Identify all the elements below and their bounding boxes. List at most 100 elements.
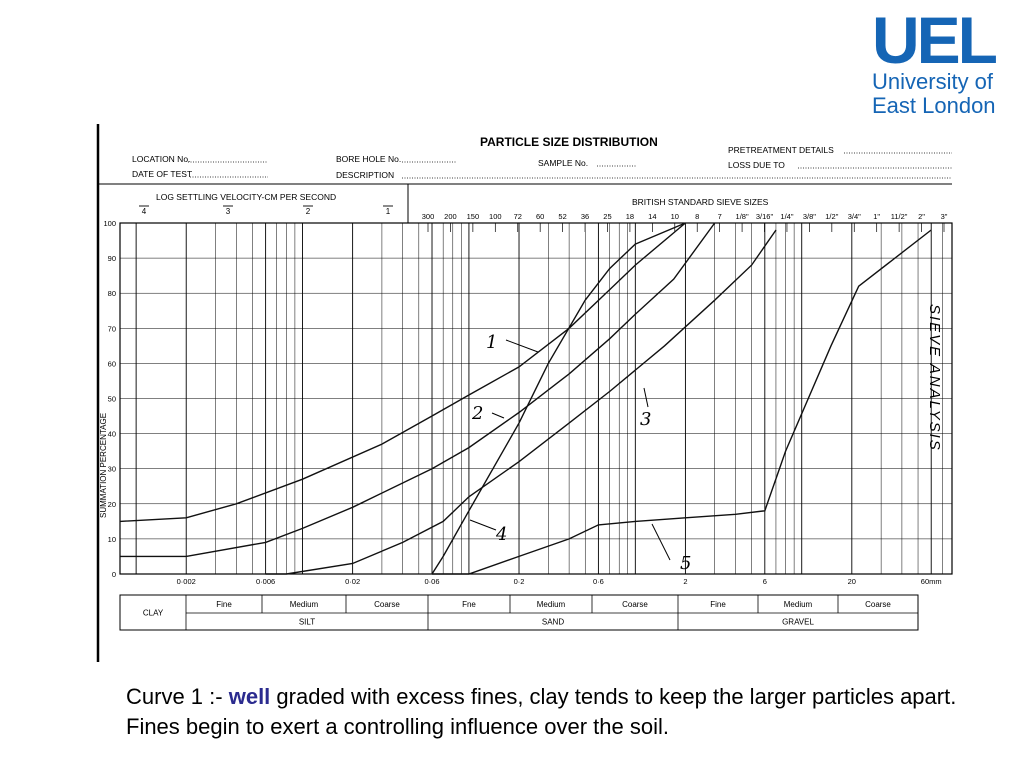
log-velocity-tick-label: 4 bbox=[142, 207, 147, 216]
sieve-size-label: 1/2" bbox=[825, 212, 838, 221]
x-tick-label: 0·006 bbox=[256, 577, 275, 586]
location-label: LOCATION No. bbox=[132, 154, 190, 164]
grading-curve-1 bbox=[119, 222, 686, 523]
annotation-label-4: 4 bbox=[495, 524, 507, 545]
sieve-size-label: 60 bbox=[536, 212, 544, 221]
log-velocity-ticks: 4 3 2 1 bbox=[139, 205, 393, 216]
form-title: PARTICLE SIZE DISTRIBUTION bbox=[480, 135, 658, 149]
classification-group: GRAVEL bbox=[782, 618, 814, 627]
sieve-size-label: 11/2" bbox=[891, 212, 908, 221]
sieve-size-label: 150 bbox=[467, 212, 480, 221]
x-tick-label: 0·02 bbox=[345, 577, 360, 586]
y-axis-label: SUMMATION PERCENTAGE bbox=[99, 413, 108, 518]
uel-logo: UEL University of East London bbox=[872, 3, 1017, 118]
caption: Curve 1 :- well graded with excess fines… bbox=[126, 682, 986, 742]
grading-curve-4 bbox=[431, 222, 686, 575]
y-tick-label: 0 bbox=[112, 570, 116, 579]
log-velocity-tick-label: 3 bbox=[226, 207, 231, 216]
sieve-size-label: 3" bbox=[941, 212, 948, 221]
x-axis-ticks: 0·002 0·006 0·02 0·06 0·2 0·6 2 6 20 60mm bbox=[177, 577, 942, 586]
annotation-label-1: 1 bbox=[486, 332, 497, 353]
caption-rest: graded with excess fines, clay tends to … bbox=[126, 684, 957, 739]
sieve-size-label: 18 bbox=[626, 212, 634, 221]
caption-emphasis: well bbox=[228, 684, 271, 709]
log-settling-label: LOG SETTLING VELOCITY-CM PER SECOND bbox=[156, 192, 336, 202]
annotation-label-5: 5 bbox=[680, 553, 691, 574]
y-tick-label: 50 bbox=[108, 395, 116, 404]
logo-line-1: University of bbox=[872, 69, 994, 94]
grading-curve-2 bbox=[120, 222, 716, 558]
x-tick-label: 20 bbox=[848, 577, 856, 586]
annotation-label-3: 3 bbox=[640, 409, 651, 430]
pretreatment-label: PRETREATMENT DETAILS bbox=[728, 145, 834, 155]
annotation-arrow-4 bbox=[469, 519, 497, 531]
x-tick-label: 0·002 bbox=[177, 577, 196, 586]
sieve-size-label: 8 bbox=[695, 212, 699, 221]
particle-size-chart: PARTICLE SIZE DISTRIBUTION LOCATION No. … bbox=[96, 124, 953, 662]
y-tick-label: 80 bbox=[108, 289, 116, 298]
logo-line-2: East London bbox=[872, 93, 996, 118]
y-tick-label: 90 bbox=[108, 254, 116, 263]
loss-label: LOSS DUE TO bbox=[728, 160, 785, 170]
sieve-size-label: 200 bbox=[444, 212, 457, 221]
annotation-arrow-1 bbox=[505, 339, 539, 353]
sieve-size-label: 1/4" bbox=[780, 212, 793, 221]
grading-curve-5 bbox=[432, 229, 932, 575]
annotations bbox=[469, 339, 671, 561]
classification-cell: Coarse bbox=[865, 600, 891, 609]
sieve-size-label: 72 bbox=[514, 212, 522, 221]
classification-cell: Coarse bbox=[374, 600, 400, 609]
logo-mark: UEL bbox=[872, 3, 998, 77]
classification-table: CLAY Fine Medium Coarse Fne Medium Coarse Fine M… bbox=[119, 594, 919, 631]
description-label: DESCRIPTION bbox=[336, 170, 394, 180]
y-tick-label: 60 bbox=[108, 359, 116, 368]
classification-group: SILT bbox=[299, 618, 315, 627]
sieve-size-ticks: 300 200 150 100 72 60 52 36 25 18 14 10 8 7 1/8" 3/16" 1… bbox=[422, 212, 948, 232]
x-tick-label: 0·2 bbox=[514, 577, 525, 586]
classification-cell: Coarse bbox=[622, 600, 648, 609]
classification-cell: Medium bbox=[784, 600, 813, 609]
date-label: DATE OF TEST bbox=[132, 169, 192, 179]
classification-group: SAND bbox=[542, 618, 564, 627]
log-velocity-tick-label: 1 bbox=[386, 207, 391, 216]
classification-frame bbox=[119, 594, 919, 631]
y-tick-label: 30 bbox=[108, 465, 116, 474]
sample-label: SAMPLE No. bbox=[538, 158, 588, 168]
caption-prefix: Curve 1 :- bbox=[126, 684, 223, 709]
annotation-arrow-5 bbox=[651, 523, 671, 561]
classification-cell: CLAY bbox=[143, 609, 164, 618]
sieve-size-label: 300 bbox=[422, 212, 435, 221]
sieve-size-label: 1/8" bbox=[736, 212, 749, 221]
sieve-size-label: 2" bbox=[918, 212, 925, 221]
x-tick-label: 2 bbox=[683, 577, 687, 586]
y-tick-label: 100 bbox=[103, 219, 116, 228]
chart-grid bbox=[119, 222, 953, 575]
sieve-size-label: 3/4" bbox=[848, 212, 861, 221]
x-tick-label: 6 bbox=[763, 577, 767, 586]
sieve-size-label: 25 bbox=[603, 212, 611, 221]
classification-cell: Medium bbox=[290, 600, 319, 609]
bs-sieve-label: BRITISH STANDARD SIEVE SIZES bbox=[632, 197, 769, 207]
sieve-size-label: 52 bbox=[558, 212, 566, 221]
sieve-size-label: 36 bbox=[581, 212, 589, 221]
log-velocity-tick-label: 2 bbox=[306, 207, 311, 216]
classification-cell: Fne bbox=[462, 600, 476, 609]
classification-cell: Fine bbox=[216, 600, 232, 609]
x-tick-label: 60mm bbox=[921, 577, 942, 586]
classification-cell: Fine bbox=[710, 600, 726, 609]
sieve-size-label: 10 bbox=[671, 212, 679, 221]
y-axis-ticks: 0 10 20 30 40 50 60 70 80 90 100 bbox=[103, 219, 116, 579]
x-tick-label: 0·6 bbox=[593, 577, 604, 586]
classification-cell: Medium bbox=[537, 600, 566, 609]
grading-curves bbox=[119, 222, 932, 575]
bore-hole-label: BORE HOLE No. bbox=[336, 154, 401, 164]
annotation-arrow-3 bbox=[643, 387, 649, 408]
y-tick-label: 20 bbox=[108, 500, 116, 509]
y-tick-label: 40 bbox=[108, 430, 116, 439]
sieve-size-label: 3/8" bbox=[803, 212, 816, 221]
annotation-arrow-2 bbox=[491, 412, 505, 419]
y-tick-label: 70 bbox=[108, 324, 116, 333]
sieve-analysis-note: SIEVE ANALYSIS bbox=[926, 304, 943, 452]
sieve-size-label: 7 bbox=[718, 212, 722, 221]
sieve-size-label: 3/16" bbox=[756, 212, 774, 221]
